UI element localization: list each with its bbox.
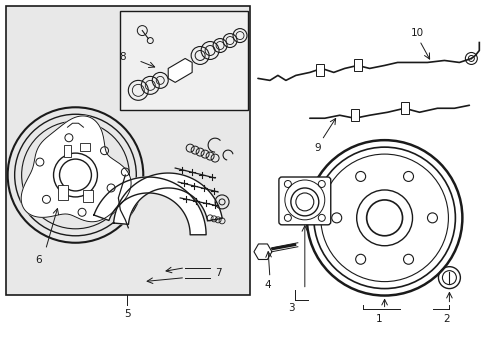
Bar: [120, 11, 247, 110]
Bar: [83, 190, 93, 202]
Circle shape: [53, 153, 97, 197]
Bar: [350, 109, 358, 121]
Bar: [81, 143, 90, 151]
Bar: [315, 64, 323, 76]
Text: 2: 2: [442, 314, 449, 324]
Bar: [58, 185, 67, 200]
Polygon shape: [253, 244, 271, 260]
Text: 9: 9: [314, 143, 321, 153]
Text: 7: 7: [214, 267, 221, 278]
Text: 4: 4: [264, 280, 271, 289]
Bar: [400, 102, 407, 114]
Polygon shape: [21, 116, 131, 222]
Polygon shape: [94, 177, 205, 235]
Text: 6: 6: [35, 255, 42, 265]
Bar: [353, 59, 361, 71]
Text: 1: 1: [376, 314, 382, 324]
Bar: [6, 6, 249, 294]
Text: 8: 8: [119, 53, 125, 63]
Circle shape: [442, 271, 455, 285]
Text: 5: 5: [124, 310, 130, 319]
Text: 3: 3: [288, 302, 295, 312]
Text: 10: 10: [410, 28, 423, 37]
FancyBboxPatch shape: [278, 177, 330, 225]
Polygon shape: [168, 58, 192, 82]
Polygon shape: [113, 173, 222, 224]
Circle shape: [366, 200, 402, 236]
Bar: [63, 145, 71, 157]
